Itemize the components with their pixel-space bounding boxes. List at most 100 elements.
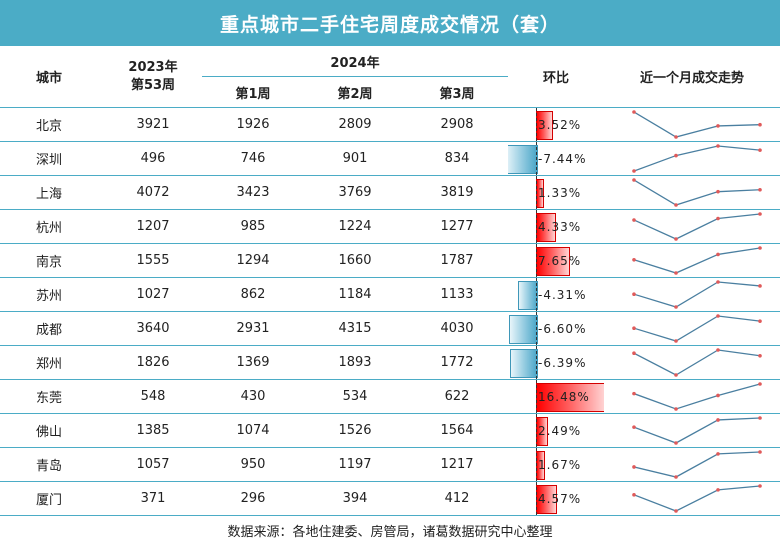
trend-cell bbox=[604, 481, 780, 516]
w3-cell: 3819 bbox=[406, 175, 509, 210]
w3-cell: 1564 bbox=[406, 413, 509, 448]
trend-point bbox=[632, 110, 636, 114]
change-label: -6.60% bbox=[538, 321, 587, 336]
trend-sparkline bbox=[632, 110, 762, 139]
w53-cell: 371 bbox=[104, 481, 202, 516]
change-axis bbox=[536, 312, 538, 345]
w1-cell: 1369 bbox=[202, 345, 304, 380]
trend-point bbox=[758, 450, 762, 454]
footer-divider bbox=[0, 515, 780, 516]
trend-cell bbox=[604, 141, 780, 176]
change-cell: 1.33% bbox=[508, 175, 605, 210]
change-label: 4.33% bbox=[538, 219, 582, 234]
w2-cell: 534 bbox=[304, 379, 406, 414]
change-bar bbox=[536, 383, 605, 412]
w53-cell: 496 bbox=[104, 141, 202, 176]
w1-cell: 430 bbox=[202, 379, 304, 414]
w2-cell: 4315 bbox=[304, 311, 406, 346]
trend-point bbox=[632, 465, 636, 469]
table-row: 佛山 1385 1074 1526 1564 2.49% bbox=[0, 413, 780, 448]
w53-cell: 3921 bbox=[104, 107, 202, 142]
w53-cell: 1207 bbox=[104, 209, 202, 244]
change-label: 16.48% bbox=[538, 389, 590, 404]
w2-cell: 1184 bbox=[304, 277, 406, 312]
trend-point bbox=[632, 351, 636, 355]
w3-cell: 1277 bbox=[406, 209, 509, 244]
trend-point bbox=[716, 144, 720, 148]
change-label: 1.33% bbox=[538, 185, 582, 200]
change-cell: 4.33% bbox=[508, 209, 605, 244]
table-row: 郑州 1826 1369 1893 1772 -6.39% bbox=[0, 345, 780, 380]
trend-sparkline bbox=[632, 348, 762, 377]
trend-point bbox=[674, 271, 678, 275]
trend-line bbox=[633, 281, 761, 308]
trend-line bbox=[633, 417, 761, 444]
table-row: 苏州 1027 862 1184 1133 -4.31% bbox=[0, 277, 780, 312]
header-2023-year: 2023年 bbox=[128, 59, 178, 75]
trend-cell bbox=[604, 107, 780, 142]
trend-point bbox=[674, 305, 678, 309]
w1-cell: 296 bbox=[202, 481, 304, 516]
trend-point bbox=[674, 203, 678, 207]
trend-point bbox=[758, 187, 762, 192]
w1-cell: 985 bbox=[202, 209, 304, 244]
table-row: 深圳 496 746 901 834 -7.44% bbox=[0, 141, 780, 176]
change-label: -7.44% bbox=[538, 151, 587, 166]
trend-point bbox=[674, 407, 678, 411]
change-axis bbox=[536, 244, 538, 277]
change-bar bbox=[508, 145, 539, 174]
trend-point bbox=[716, 418, 720, 422]
w53-cell: 1027 bbox=[104, 277, 202, 312]
change-cell: 1.67% bbox=[508, 447, 605, 482]
trend-point bbox=[716, 348, 720, 352]
w3-cell: 1787 bbox=[406, 243, 509, 278]
w2-cell: 901 bbox=[304, 141, 406, 176]
change-axis bbox=[536, 448, 538, 481]
trend-point bbox=[716, 216, 720, 221]
trend-line bbox=[633, 213, 761, 240]
trend-line bbox=[633, 315, 761, 342]
w2-cell: 394 bbox=[304, 481, 406, 516]
trend-point bbox=[674, 441, 678, 445]
transaction-table: 城市 2023年 第53周 2024年 环比 近一个月成交走势 第1周 第2周 … bbox=[0, 46, 780, 516]
change-bar bbox=[509, 349, 538, 378]
change-bar bbox=[518, 281, 538, 310]
change-axis bbox=[536, 346, 538, 379]
header-week3: 第3周 bbox=[406, 76, 509, 108]
trend-sparkline bbox=[632, 144, 762, 173]
header-2023-week: 第53周 bbox=[130, 77, 176, 93]
trend-point bbox=[758, 122, 762, 127]
header-change: 环比 bbox=[508, 46, 605, 108]
city-cell: 厦门 bbox=[0, 481, 104, 516]
trend-point bbox=[674, 373, 678, 377]
w1-cell: 1926 bbox=[202, 107, 304, 142]
trend-sparkline bbox=[632, 178, 762, 207]
trend-point bbox=[632, 218, 636, 222]
trend-cell bbox=[604, 243, 780, 278]
change-axis bbox=[536, 482, 538, 515]
trend-point bbox=[674, 237, 678, 241]
trend-point bbox=[716, 280, 720, 284]
w3-cell: 2908 bbox=[406, 107, 509, 142]
w53-cell: 1057 bbox=[104, 447, 202, 482]
change-label: 3.52% bbox=[538, 117, 582, 132]
change-axis bbox=[536, 176, 538, 209]
trend-point bbox=[674, 135, 678, 139]
w3-cell: 4030 bbox=[406, 311, 509, 346]
trend-point bbox=[758, 353, 762, 358]
trend-line bbox=[633, 451, 761, 478]
w1-cell: 1294 bbox=[202, 243, 304, 278]
table-row: 成都 3640 2931 4315 4030 -6.60% bbox=[0, 311, 780, 346]
change-cell: 2.49% bbox=[508, 413, 605, 448]
w2-cell: 1660 bbox=[304, 243, 406, 278]
w2-cell: 3769 bbox=[304, 175, 406, 210]
change-label: -6.39% bbox=[538, 355, 587, 370]
trend-sparkline bbox=[632, 484, 762, 513]
table-row: 北京 3921 1926 2809 2908 3.52% bbox=[0, 107, 780, 142]
trend-sparkline bbox=[632, 382, 762, 411]
change-axis bbox=[536, 278, 538, 311]
trend-point bbox=[632, 326, 636, 330]
trend-point bbox=[758, 382, 762, 386]
w3-cell: 1133 bbox=[406, 277, 509, 312]
trend-point bbox=[758, 246, 762, 250]
